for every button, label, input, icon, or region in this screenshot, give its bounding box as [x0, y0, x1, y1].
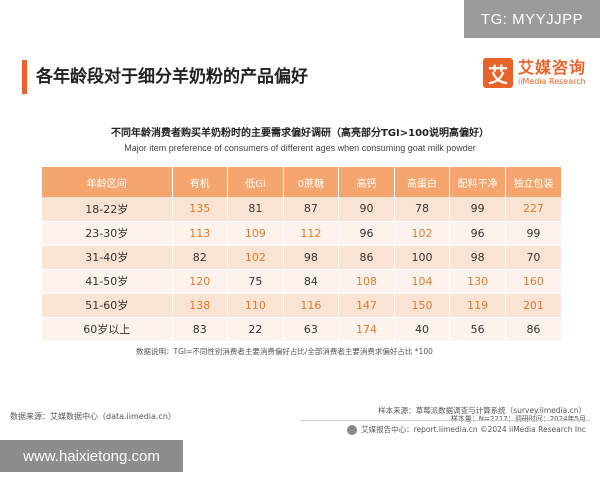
column-header: 有机: [172, 167, 229, 197]
tgi-value-cell: 63: [283, 317, 340, 342]
table-row: 41-50岁 120 75 84 108 104 130 160: [42, 269, 561, 294]
data-note: 数据说明：TGI=不同性别消费者主要消费偏好占比/全部消费者主要消费求偏好占比 …: [136, 347, 433, 356]
tgi-value-cell: 102: [394, 221, 451, 246]
tgi-value-cell: 86: [505, 317, 561, 342]
age-cell: 31-40岁: [42, 245, 173, 270]
sample-source: 样本来源：草莓派数据调查与计算系统（survey.iimedia.cn）: [378, 406, 586, 415]
tgi-value-cell: 96: [338, 221, 395, 246]
tgi-table: 年龄区间 有机 低Gi 0蔗糖 高钙 高蛋白 配料干净 独立包装 18-22岁 135 81 87 9…: [42, 167, 561, 342]
tgi-value-cell: 138: [172, 293, 229, 318]
tgi-value-cell: 104: [394, 269, 451, 294]
tgi-value-cell: 75: [227, 269, 284, 294]
report-center-icon: [347, 424, 358, 435]
watermark-top: TG: MYYJJPP: [464, 0, 600, 38]
tgi-value-cell: 160: [505, 269, 561, 294]
logo-en: iiMedia Research: [517, 77, 586, 86]
column-header: 低Gi: [227, 167, 284, 197]
chart-subtitle: Major item preference of consumers of di…: [124, 143, 476, 153]
tgi-value-cell: 82: [172, 245, 229, 270]
tgi-value-cell: 99: [449, 197, 506, 222]
logo: 艾 艾媒咨询 iiMedia Research: [482, 58, 586, 88]
tgi-value-cell: 112: [283, 221, 340, 246]
age-cell: 23-30岁: [42, 221, 173, 246]
table-row: 51-60岁 138 110 116 147 150 119 201: [42, 293, 561, 318]
data-source: 数据来源：艾媒数据中心（data.iimedia.cn）: [10, 412, 176, 421]
tgi-value-cell: 70: [505, 245, 561, 270]
tgi-value-cell: 83: [172, 317, 229, 342]
age-cell: 18-22岁: [42, 197, 173, 222]
column-header: 高钙: [338, 167, 395, 197]
tgi-value-cell: 116: [283, 293, 340, 318]
table-row: 60岁以上 83 22 63 174 40 56 86: [42, 317, 561, 342]
column-header: 年龄区间: [42, 167, 173, 197]
tgi-value-cell: 84: [283, 269, 340, 294]
title-accent-bar: [22, 60, 27, 94]
tgi-value-cell: 40: [394, 317, 451, 342]
tgi-value-cell: 87: [283, 197, 340, 222]
tgi-value-cell: 96: [449, 221, 506, 246]
logo-icon: 艾: [482, 58, 513, 88]
tgi-value-cell: 147: [338, 293, 395, 318]
column-header: 高蛋白: [394, 167, 451, 197]
column-header: 配料干净: [449, 167, 506, 197]
tgi-value-cell: 227: [505, 197, 561, 222]
tgi-value-cell: 99: [505, 221, 561, 246]
tgi-value-cell: 78: [394, 197, 451, 222]
table-header-row: 年龄区间 有机 低Gi 0蔗糖 高钙 高蛋白 配料干净 独立包装: [42, 167, 561, 197]
table-row: 23-30岁 113 109 112 96 102 96 99: [42, 221, 561, 246]
tgi-value-cell: 135: [172, 197, 229, 222]
tgi-value-cell: 120: [172, 269, 229, 294]
logo-cn: 艾媒咨询: [517, 58, 586, 77]
tgi-value-cell: 81: [227, 197, 284, 222]
footer-text: 艾媒报告中心：report.iimedia.cn ©2024 iiMedia R…: [361, 425, 586, 434]
sample-info: 样本量：N=2217；调研时间：2024年5月: [450, 415, 586, 423]
table-body: 18-22岁 135 81 87 90 78 99 227 23-30岁 113 109 112 96 1…: [42, 197, 561, 342]
age-cell: 51-60岁: [42, 293, 173, 318]
tgi-value-cell: 100: [394, 245, 451, 270]
tgi-value-cell: 130: [449, 269, 506, 294]
tgi-value-cell: 102: [227, 245, 284, 270]
age-cell: 60岁以上: [42, 317, 173, 342]
tgi-value-cell: 109: [227, 221, 284, 246]
tgi-value-cell: 113: [172, 221, 229, 246]
tgi-value-cell: 90: [338, 197, 395, 222]
tgi-value-cell: 22: [227, 317, 284, 342]
column-header: 0蔗糖: [283, 167, 340, 197]
footer: 艾媒报告中心：report.iimedia.cn ©2024 iiMedia R…: [347, 424, 586, 435]
footer-divider: [300, 420, 590, 421]
watermark-bottom: www.haixietong.com: [0, 440, 183, 472]
table-row: 31-40岁 82 102 98 86 100 98 70: [42, 245, 561, 270]
tgi-value-cell: 98: [449, 245, 506, 270]
table-row: 18-22岁 135 81 87 90 78 99 227: [42, 197, 561, 222]
tgi-value-cell: 174: [338, 317, 395, 342]
page-title: 各年龄段对于细分羊奶粉的产品偏好: [36, 67, 308, 87]
tgi-value-cell: 98: [283, 245, 340, 270]
tgi-value-cell: 56: [449, 317, 506, 342]
tgi-value-cell: 86: [338, 245, 395, 270]
chart-title: 不同年龄消费者购买羊奶粉时的主要需求偏好调研（高亮部分TGI>100说明高偏好）: [110, 128, 489, 139]
tgi-value-cell: 119: [449, 293, 506, 318]
logo-text: 艾媒咨询 iiMedia Research: [518, 59, 586, 87]
tgi-value-cell: 108: [338, 269, 395, 294]
tgi-value-cell: 150: [394, 293, 451, 318]
age-cell: 41-50岁: [42, 269, 173, 294]
tgi-value-cell: 201: [505, 293, 561, 318]
column-header: 独立包装: [505, 167, 561, 197]
tgi-value-cell: 110: [227, 293, 284, 318]
